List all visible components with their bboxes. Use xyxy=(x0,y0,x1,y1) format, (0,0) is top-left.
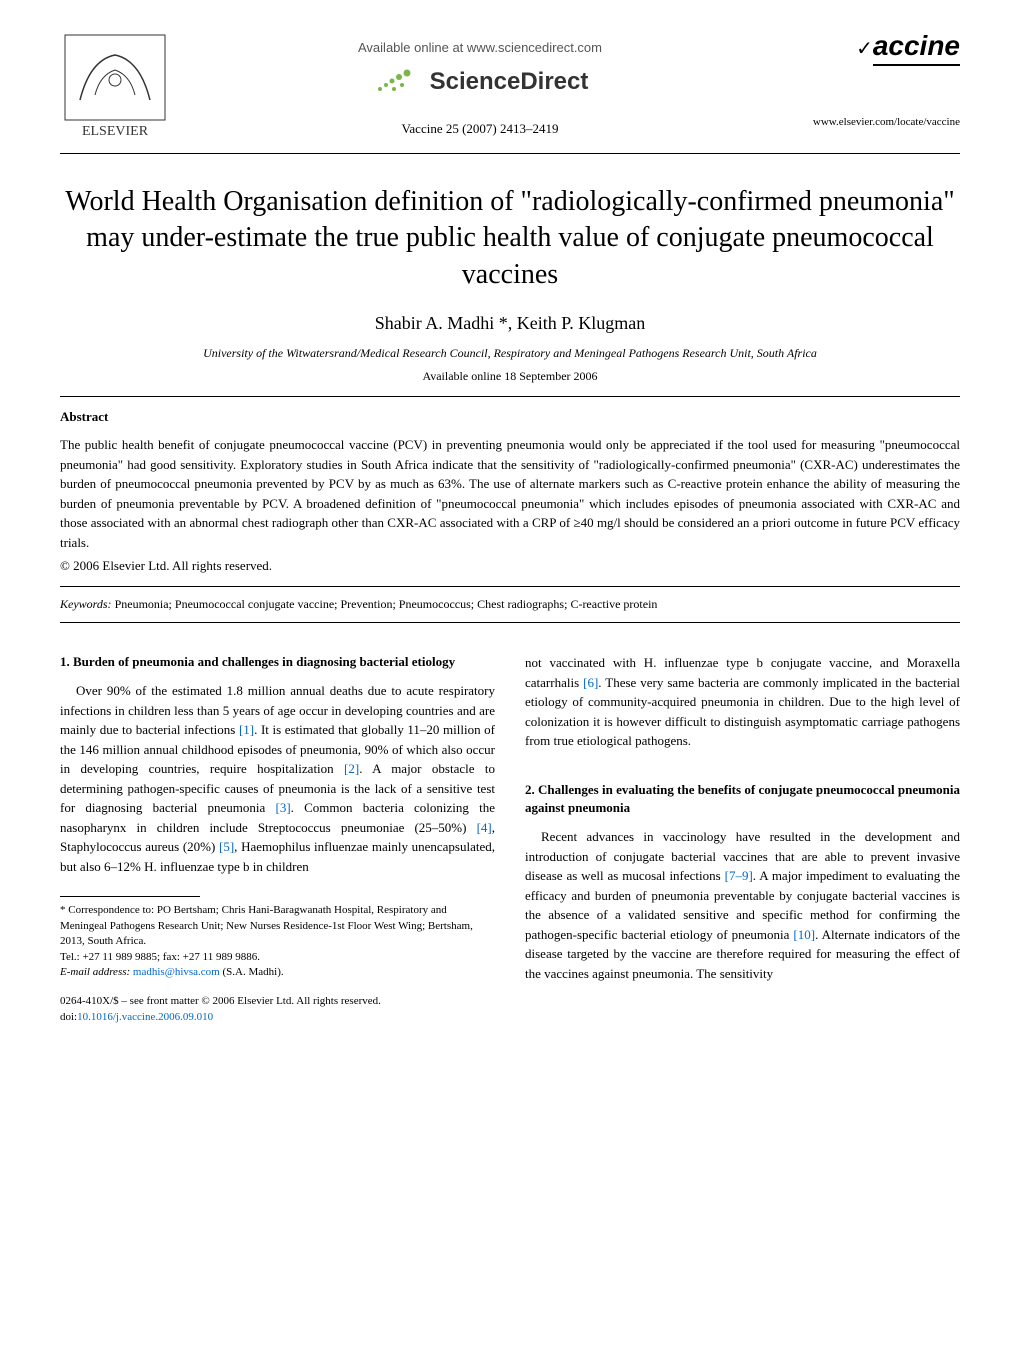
available-online-text: Available online at www.sciencedirect.co… xyxy=(180,40,780,55)
keywords-label: Keywords: xyxy=(60,597,112,611)
section2-para1: Recent advances in vaccinology have resu… xyxy=(525,827,960,983)
journal-citation: Vaccine 25 (2007) 2413–2419 xyxy=(180,121,780,137)
header-center: Available online at www.sciencedirect.co… xyxy=(180,30,780,137)
sciencedirect-logo: ScienceDirect xyxy=(180,67,780,97)
elsevier-logo: ELSEVIER xyxy=(60,30,170,140)
rule-bottom xyxy=(60,622,960,623)
abstract-copyright: © 2006 Elsevier Ltd. All rights reserved… xyxy=(60,558,960,574)
vaccine-logo: ✓accine xyxy=(780,30,960,106)
section1-heading: 1. Burden of pneumonia and challenges in… xyxy=(60,653,495,671)
ref-link-5[interactable]: [5] xyxy=(219,839,234,854)
sciencedirect-text: ScienceDirect xyxy=(430,68,589,96)
affiliation: University of the Witwatersrand/Medical … xyxy=(60,346,960,361)
section1-para2: not vaccinated with H. influenzae type b… xyxy=(525,653,960,751)
left-column: 1. Burden of pneumonia and challenges in… xyxy=(60,653,495,1025)
ref-link-7-9[interactable]: [7–9] xyxy=(725,868,753,883)
svg-text:ELSEVIER: ELSEVIER xyxy=(82,124,149,139)
doi-link[interactable]: 10.1016/j.vaccine.2006.09.010 xyxy=(77,1011,213,1023)
abstract-label: Abstract xyxy=(60,409,960,425)
spacer xyxy=(525,751,960,781)
doi-prefix: doi: xyxy=(60,1011,77,1023)
journal-logo-block: ✓accine www.elsevier.com/locate/vaccine xyxy=(780,30,960,128)
ref-link-4[interactable]: [4] xyxy=(477,820,492,835)
section1-para1: Over 90% of the estimated 1.8 million an… xyxy=(60,681,495,876)
keywords-text: Pneumonia; Pneumococcal conjugate vaccin… xyxy=(112,597,658,611)
authors: Shabir A. Madhi *, Keith P. Klugman xyxy=(60,313,960,334)
correspondence-footnote: * Correspondence to: PO Bertsham; Chris … xyxy=(60,903,495,949)
section2-heading: 2. Challenges in evaluating the benefits… xyxy=(525,781,960,817)
page-header: ELSEVIER Available online at www.science… xyxy=(60,30,960,154)
available-date: Available online 18 September 2006 xyxy=(60,369,960,384)
email-suffix: (S.A. Madhi). xyxy=(220,966,284,978)
ref-link-1[interactable]: [1] xyxy=(239,722,254,737)
email-label: E-mail address: xyxy=(60,966,133,978)
email-footnote: E-mail address: madhis@hivsa.com (S.A. M… xyxy=(60,965,495,980)
rule-mid xyxy=(60,586,960,587)
ref-link-2[interactable]: [2] xyxy=(344,761,359,776)
body-columns: 1. Burden of pneumonia and challenges in… xyxy=(60,653,960,1025)
right-column: not vaccinated with H. influenzae type b… xyxy=(525,653,960,1025)
ref-link-6[interactable]: [6] xyxy=(583,675,598,690)
journal-url: www.elsevier.com/locate/vaccine xyxy=(780,116,960,128)
telephone-footnote: Tel.: +27 11 989 9885; fax: +27 11 989 9… xyxy=(60,950,495,965)
ref-link-3[interactable]: [3] xyxy=(276,800,291,815)
sciencedirect-icon xyxy=(372,67,422,97)
keywords: Keywords: Pneumonia; Pneumococcal conjug… xyxy=(60,597,960,612)
article-title: World Health Organisation definition of … xyxy=(60,184,960,293)
checkmark-icon: ✓ xyxy=(856,38,873,60)
doi-line1: 0264-410X/$ – see front matter © 2006 El… xyxy=(60,995,381,1007)
doi-block: 0264-410X/$ – see front matter © 2006 El… xyxy=(60,994,495,1025)
ref-link-10[interactable]: [10] xyxy=(793,927,815,942)
footnote-separator xyxy=(60,896,200,897)
abstract-text: The public health benefit of conjugate p… xyxy=(60,435,960,552)
email-link[interactable]: madhis@hivsa.com xyxy=(133,966,220,978)
publisher-logo-block: ELSEVIER xyxy=(60,30,180,145)
rule-top xyxy=(60,396,960,397)
